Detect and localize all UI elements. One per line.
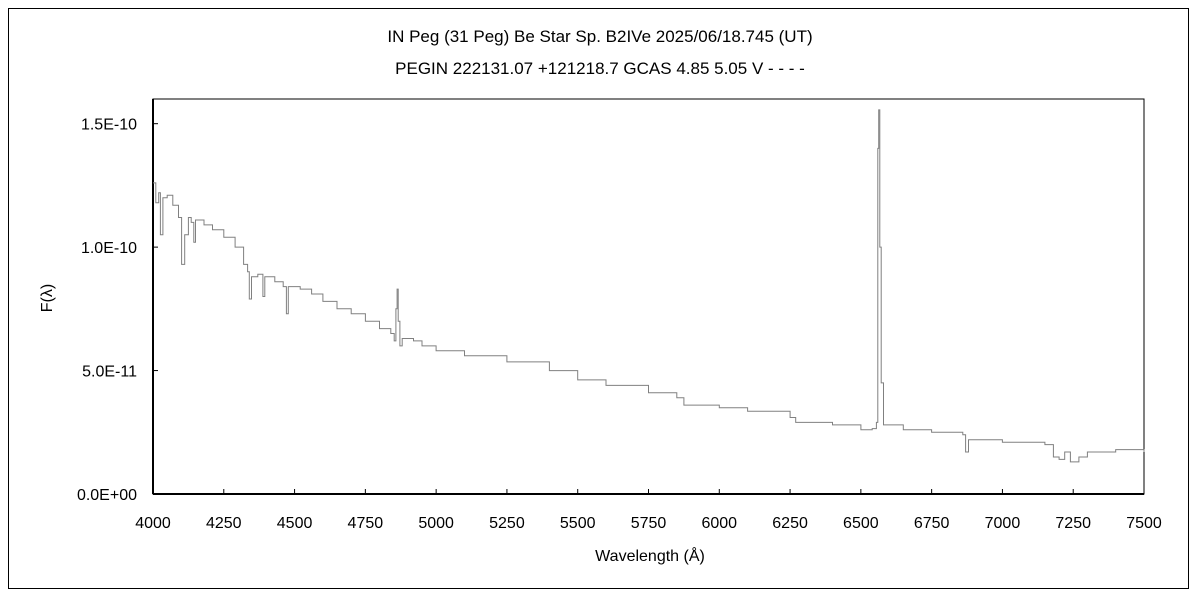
x-tick-label: 6000 bbox=[701, 515, 737, 532]
x-axis-label: Wavelength (Å) bbox=[595, 546, 705, 565]
y-tick-label: 0.0E+00 bbox=[77, 487, 137, 504]
x-tick-label: 7250 bbox=[1055, 515, 1091, 532]
chart-subtitle: PEGIN 222131.07 +121218.7 GCAS 4.85 5.05… bbox=[395, 59, 805, 78]
plot-border bbox=[152, 98, 1145, 495]
x-tick-label: 6750 bbox=[914, 515, 950, 532]
x-tick-label: 5500 bbox=[560, 515, 596, 532]
y-tick-label: 5.0E-11 bbox=[82, 364, 137, 381]
x-tick-label: 6500 bbox=[843, 515, 879, 532]
y-tick-label: 1.0E-10 bbox=[81, 240, 137, 257]
x-tick-label: 7000 bbox=[985, 515, 1021, 532]
x-tick-label: 4500 bbox=[277, 515, 313, 532]
chart-frame bbox=[8, 8, 1189, 589]
y-axis-label: F(λ) bbox=[39, 284, 56, 312]
spectrum-line bbox=[153, 109, 1145, 463]
x-tick-label: 5250 bbox=[489, 515, 525, 532]
x-tick-label: 4750 bbox=[348, 515, 384, 532]
x-tick-label: 6250 bbox=[772, 515, 808, 532]
x-tick-label: 4000 bbox=[135, 515, 171, 532]
x-tick-label: 7500 bbox=[1126, 515, 1162, 532]
chart-title: IN Peg (31 Peg) Be Star Sp. B2IVe 2025/0… bbox=[387, 27, 813, 46]
x-tick-label: 5750 bbox=[631, 515, 667, 532]
x-tick-label: 4250 bbox=[206, 515, 242, 532]
y-tick-label: 1.5E-10 bbox=[81, 117, 137, 134]
x-tick-label: 5000 bbox=[418, 515, 454, 532]
